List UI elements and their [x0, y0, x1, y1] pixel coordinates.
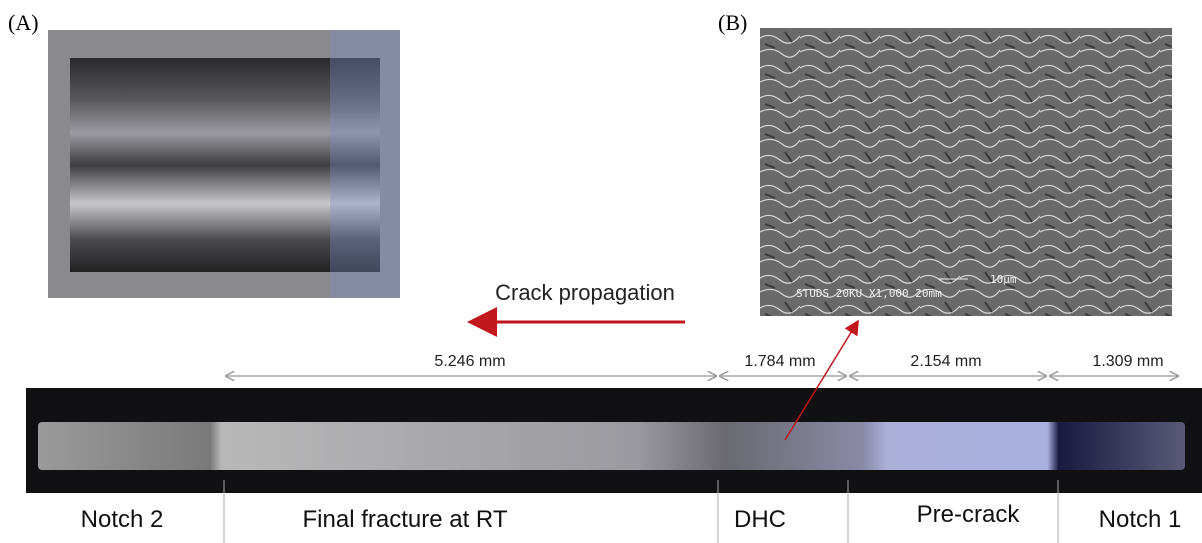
sem-scale: 10μm	[990, 273, 1017, 286]
region-label: Final fracture at RT	[303, 506, 508, 533]
arrow-label: Crack propagation	[495, 280, 675, 305]
panel-label: (B)	[718, 10, 747, 35]
region-label: Pre-crack	[917, 501, 1021, 528]
sem-info: STUDS 20KU X1,000 20mm	[796, 287, 942, 300]
dimension-label: 1.309 mm	[1092, 353, 1163, 370]
dimension-label: 2.154 mm	[910, 353, 981, 370]
panel-label: (A)	[8, 10, 39, 35]
tube-tint	[330, 30, 400, 298]
dimension-label: 5.246 mm	[434, 353, 505, 370]
dimension-label: 1.784 mm	[744, 353, 815, 370]
region-label: Notch 2	[81, 506, 164, 533]
figure: (A) (B) 10μm STUDS 20KU X1,000 20mm Crac…	[0, 0, 1202, 543]
region-label: DHC	[734, 506, 786, 533]
specimen-bar	[38, 422, 1185, 470]
region-label: Notch 1	[1099, 506, 1182, 533]
sem-image	[760, 28, 1172, 316]
